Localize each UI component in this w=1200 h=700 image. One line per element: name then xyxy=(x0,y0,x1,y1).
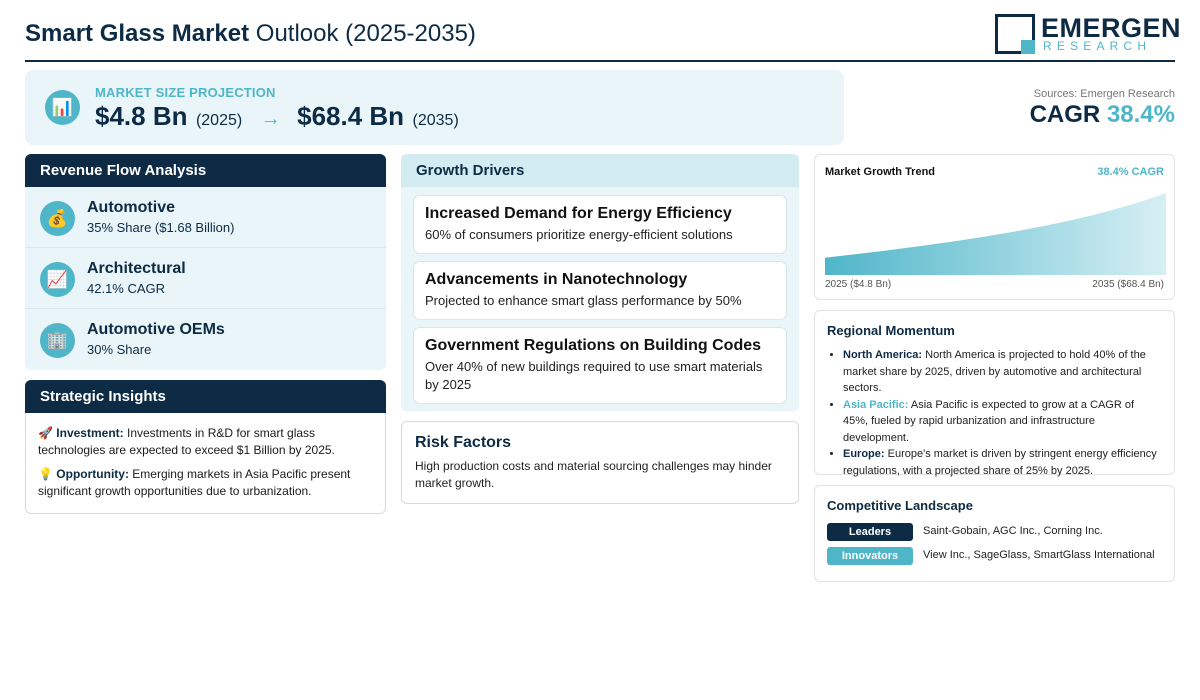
building-icon: 🏢 xyxy=(40,323,75,358)
end-year: (2035) xyxy=(412,112,459,129)
revenue-item: 📈 Architectural 42.1% CAGR xyxy=(25,248,386,309)
driver-title: Advancements in Nanotechnology xyxy=(425,271,688,288)
trend-title: Market Growth Trend xyxy=(825,166,936,178)
competitor-row: Leaders Saint-Gobain, AGC Inc., Corning … xyxy=(827,523,1162,541)
driver-title: Increased Demand for Energy Efficiency xyxy=(425,205,732,222)
logo-main-text: EMERGEN xyxy=(1041,13,1182,43)
cagr-headline: CAGR 38.4% xyxy=(1030,101,1175,129)
risk-text: High production costs and material sourc… xyxy=(415,459,772,490)
list-item: North America: North America is projecte… xyxy=(843,347,1162,397)
region-label: North America: xyxy=(843,349,923,361)
logo-mark-icon xyxy=(995,14,1035,54)
leaders-tag: Leaders xyxy=(827,523,913,541)
trend-cagr-label: 38.4% CAGR xyxy=(1097,166,1164,178)
drivers-heading: Growth Drivers xyxy=(401,154,799,187)
market-size-projection: 📊 MARKET SIZE PROJECTION $4.8 Bn (2025) … xyxy=(25,70,844,145)
projection-values: $4.8 Bn (2025) → $68.4 Bn (2035) xyxy=(95,101,459,132)
logo-sub-text: RESEARCH xyxy=(1043,39,1152,53)
rocket-icon: 🚀 xyxy=(38,426,53,440)
revenue-item-sub: 30% Share xyxy=(87,342,152,357)
revenue-item: 💰 Automotive 35% Share ($1.68 Billion) xyxy=(25,187,386,248)
driver-sub: 60% of consumers prioritize energy-effic… xyxy=(425,227,733,242)
revenue-item-title: Architectural xyxy=(87,260,186,277)
revenue-heading: Revenue Flow Analysis xyxy=(25,154,386,187)
regional-heading: Regional Momentum xyxy=(827,323,955,338)
region-text: Europe's market is driven by stringent e… xyxy=(843,448,1157,477)
insight-text: Emerging markets in Asia Pacific present… xyxy=(38,467,351,498)
driver-title: Government Regulations on Building Codes xyxy=(425,337,762,354)
driver-sub: Projected to enhance smart glass perform… xyxy=(425,293,742,308)
revenue-item: 🏢 Automotive OEMs 30% Share xyxy=(25,309,386,370)
title-bold: Smart Glass Market xyxy=(25,20,250,47)
trend-area-svg xyxy=(825,193,1166,275)
end-value: $68.4 Bn xyxy=(297,101,405,131)
trend-up-icon: 📈 xyxy=(40,262,75,297)
competitor-row: Innovators View Inc., SageGlass, SmartGl… xyxy=(827,547,1162,565)
arrow-right-icon: → xyxy=(260,108,281,130)
cagr-summary: Sources: Emergen Research CAGR 38.4% xyxy=(1030,88,1175,129)
insight-text: Investments in R&D for smart glass techn… xyxy=(38,426,335,457)
innovators-tag: Innovators xyxy=(827,547,913,565)
region-text: North America is projected to hold 40% o… xyxy=(843,349,1146,394)
risk-heading: Risk Factors xyxy=(415,434,512,451)
title-rest: Outlook (2025-2035) xyxy=(249,20,476,47)
risk-factors-panel: Risk Factors High production costs and m… xyxy=(401,421,799,504)
driver-card: Increased Demand for Energy Efficiency 6… xyxy=(413,195,787,254)
growth-drivers-panel: Growth Drivers Increased Demand for Ener… xyxy=(401,154,799,411)
revenue-item-title: Automotive xyxy=(87,199,175,216)
region-label: Asia Pacific: xyxy=(843,398,909,411)
list-item: Europe: Europe's market is driven by str… xyxy=(843,446,1162,479)
strategic-insights-panel: Strategic Insights 🚀 Investment: Investm… xyxy=(25,380,386,514)
region-label: Europe: xyxy=(843,448,885,460)
lightbulb-icon: 💡 xyxy=(38,467,53,481)
insights-heading: Strategic Insights xyxy=(25,380,386,413)
list-item: Asia Pacific: Asia Pacific is expected t… xyxy=(843,397,1162,447)
revenue-item-sub: 35% Share ($1.68 Billion) xyxy=(87,220,235,235)
driver-card: Government Regulations on Building Codes… xyxy=(413,327,787,404)
competitor-names: Saint-Gobain, AGC Inc., Corning Inc. xyxy=(923,525,1103,537)
competitive-landscape-panel: Competitive Landscape Leaders Saint-Goba… xyxy=(814,485,1175,582)
revenue-flow-panel: Revenue Flow Analysis 💰 Automotive 35% S… xyxy=(25,154,386,370)
regional-list: North America: North America is projecte… xyxy=(827,347,1162,479)
insight-item: 💡 Opportunity: Emerging markets in Asia … xyxy=(38,466,373,499)
competitor-names: View Inc., SageGlass, SmartGlass Interna… xyxy=(923,549,1155,561)
cagr-label: CAGR xyxy=(1029,101,1107,128)
cagr-value: 38.4% xyxy=(1106,101,1175,128)
insight-label: Opportunity: xyxy=(56,467,129,481)
emergen-logo: EMERGEN RESEARCH xyxy=(995,13,1181,56)
regional-momentum-panel: Regional Momentum North America: North A… xyxy=(814,310,1175,477)
page-header: Smart Glass Market Outlook (2025-2035) E… xyxy=(25,13,1181,62)
revenue-item-sub: 42.1% CAGR xyxy=(87,281,166,296)
insight-label: Investment: xyxy=(56,426,124,440)
market-growth-trend-chart: Market Growth Trend 38.4% CAGR 2025 ($4.… xyxy=(814,154,1175,300)
region-text: Asia Pacific is expected to grow at a CA… xyxy=(843,398,1135,444)
start-value: $4.8 Bn xyxy=(95,101,188,131)
competitive-heading: Competitive Landscape xyxy=(827,498,973,513)
trend-end-label: 2035 ($68.4 Bn) xyxy=(1092,279,1164,290)
driver-card: Advancements in Nanotechnology Projected… xyxy=(413,261,787,320)
trend-start-label: 2025 ($4.8 Bn) xyxy=(825,279,892,290)
chart-icon: 📊 xyxy=(45,90,80,125)
projection-label: MARKET SIZE PROJECTION xyxy=(95,85,276,100)
start-year: (2025) xyxy=(195,112,243,129)
page-title: Smart Glass Market Outlook (2025-2035) xyxy=(25,20,476,48)
sources-text: Sources: Emergen Research xyxy=(1033,88,1175,100)
money-bag-icon: 💰 xyxy=(40,201,75,236)
revenue-item-title: Automotive OEMs xyxy=(87,321,225,338)
driver-sub: Over 40% of new buildings required to us… xyxy=(425,359,763,392)
trend-area xyxy=(825,193,1166,275)
insight-item: 🚀 Investment: Investments in R&D for sma… xyxy=(38,425,373,458)
